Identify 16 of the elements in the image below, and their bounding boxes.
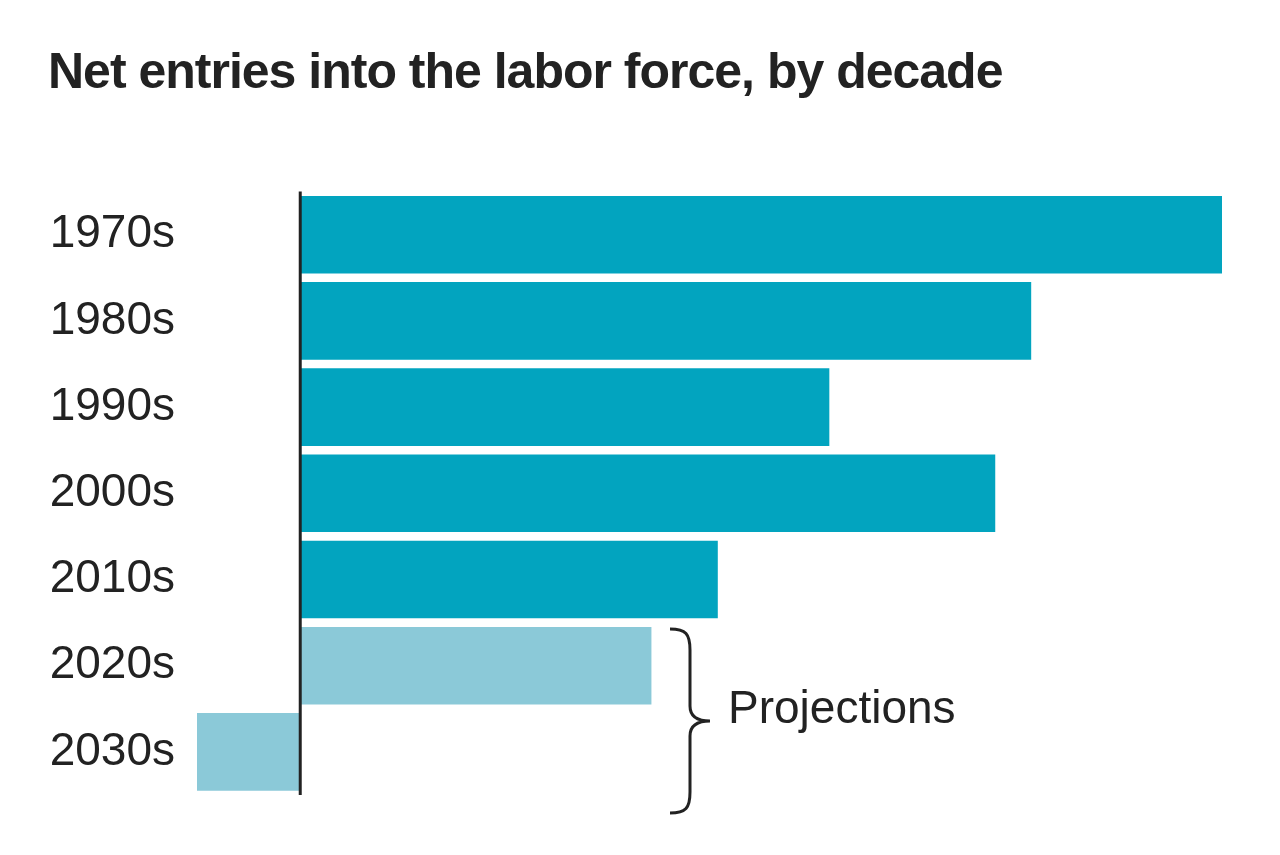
- y-tick-label: 2000s: [49, 463, 175, 516]
- annotation: Projections: [728, 681, 956, 734]
- y-tick-label: 2020s: [49, 636, 175, 689]
- bar: [300, 626, 652, 705]
- bar: [300, 454, 996, 533]
- bar: [300, 282, 1032, 360]
- y-tick-label: 1970s: [49, 205, 175, 258]
- bar: [300, 195, 1222, 274]
- bar: [197, 713, 301, 791]
- bar: [300, 540, 718, 619]
- bar: [300, 368, 830, 446]
- y-tick-label: 2010s: [49, 550, 175, 603]
- chart-title: Net entries into the labor force, by decade: [48, 42, 1003, 100]
- y-tick-label: 1980s: [49, 291, 175, 344]
- y-tick-label: 2030s: [49, 722, 175, 775]
- y-tick-label: 1990s: [49, 377, 175, 430]
